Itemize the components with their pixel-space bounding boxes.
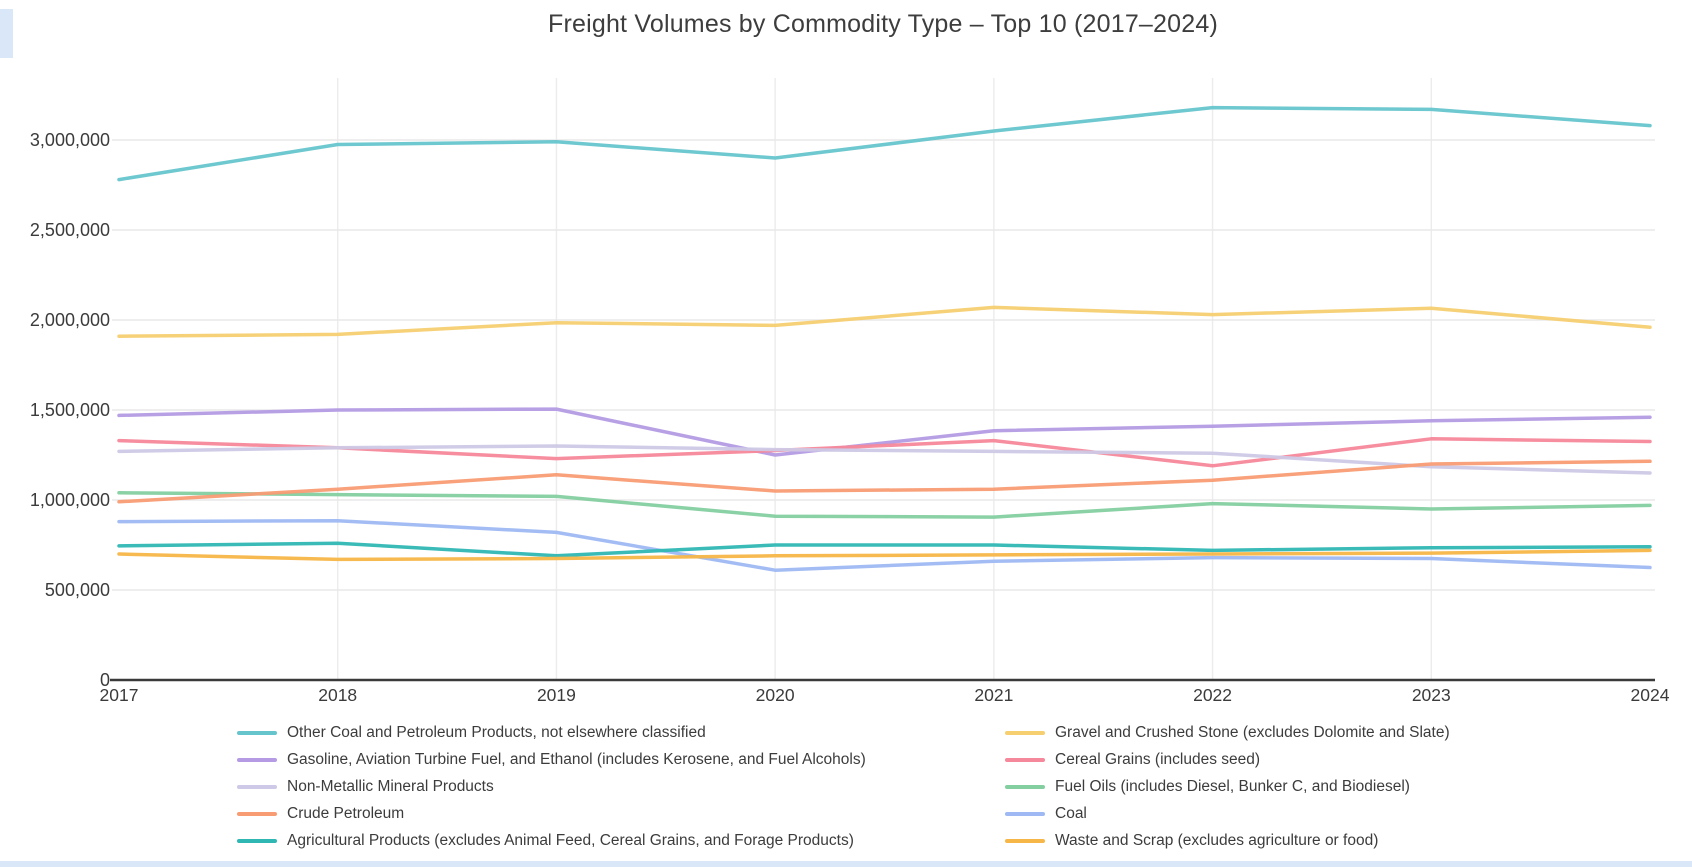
legend-item-other-coal-and-petroleum-products-not-el[interactable]: Other Coal and Petroleum Products, not e… (237, 719, 866, 746)
x-tick-label-2020: 2020 (756, 685, 795, 705)
y-tick-label: 0 (100, 670, 110, 690)
legend-column-left: Other Coal and Petroleum Products, not e… (237, 719, 866, 854)
series-line-10 (117, 548, 1652, 562)
series-line-1 (117, 105, 1652, 182)
x-tick-label-2019: 2019 (537, 685, 576, 705)
legend-label: Gasoline, Aviation Turbine Fuel, and Eth… (287, 750, 866, 768)
scrollbar-fragment-left (0, 9, 13, 58)
legend-item-fuel-oils-includes-diesel-bunker-c-and-b[interactable]: Fuel Oils (includes Diesel, Bunker C, an… (1005, 773, 1450, 800)
x-tick-label-2024: 2024 (1631, 685, 1670, 705)
x-tick-label-2017: 2017 (100, 685, 139, 705)
series-line-4 (117, 437, 1652, 468)
legend-label: Other Coal and Petroleum Products, not e… (287, 723, 706, 741)
legend-label: Gravel and Crushed Stone (excludes Dolom… (1055, 723, 1450, 741)
legend-item-waste-and-scrap-excludes-agriculture-or-[interactable]: Waste and Scrap (excludes agriculture or… (1005, 827, 1450, 854)
legend-swatch (237, 784, 277, 789)
legend-swatch (1005, 730, 1045, 735)
legend-swatch (237, 730, 277, 735)
legend-column-right: Gravel and Crushed Stone (excludes Dolom… (1005, 719, 1450, 854)
legend-label: Waste and Scrap (excludes agriculture or… (1055, 831, 1379, 849)
legend-swatch (1005, 838, 1045, 843)
legend-swatch (237, 757, 277, 762)
chart-title: Freight Volumes by Commodity Type – Top … (548, 10, 1218, 38)
legend-item-crude-petroleum[interactable]: Crude Petroleum (237, 800, 866, 827)
series-line-9 (117, 541, 1652, 558)
series-line-2 (117, 305, 1652, 338)
legend-swatch (1005, 784, 1045, 789)
y-tick-label: 1,500,000 (30, 400, 110, 420)
legend-label: Coal (1055, 804, 1087, 822)
x-tick-label-2023: 2023 (1412, 685, 1451, 705)
legend-item-gasoline-aviation-turbine-fuel-and-ethan[interactable]: Gasoline, Aviation Turbine Fuel, and Eth… (237, 746, 866, 773)
legend-item-coal[interactable]: Coal (1005, 800, 1450, 827)
scrollbar-fragment-bottom (0, 861, 1692, 867)
legend-item-cereal-grains-includes-seed[interactable]: Cereal Grains (includes seed) (1005, 746, 1450, 773)
legend-swatch (237, 838, 277, 843)
series-line-6 (117, 491, 1652, 519)
x-tick-label-2022: 2022 (1193, 685, 1232, 705)
legend-label: Crude Petroleum (287, 804, 405, 822)
y-tick-label: 2,000,000 (30, 310, 110, 330)
legend-item-non-metallic-mineral-products[interactable]: Non-Metallic Mineral Products (237, 773, 866, 800)
series-line-3 (117, 407, 1652, 457)
legend-swatch (1005, 811, 1045, 816)
legend-label: Cereal Grains (includes seed) (1055, 750, 1261, 768)
x-tick-label-2018: 2018 (318, 685, 357, 705)
y-tick-label: 2,500,000 (30, 220, 110, 240)
series-line-8 (117, 518, 1652, 572)
legend-item-gravel-and-crushed-stone-excludes-dolomi[interactable]: Gravel and Crushed Stone (excludes Dolom… (1005, 719, 1450, 746)
series-line-7 (117, 459, 1652, 504)
y-tick-label: 1,000,000 (30, 490, 110, 510)
y-tick-label: 3,000,000 (30, 130, 110, 150)
series-line-5 (117, 444, 1652, 475)
legend-item-agricultural-products-excludes-animal-fe[interactable]: Agricultural Products (excludes Animal F… (237, 827, 866, 854)
legend-label: Fuel Oils (includes Diesel, Bunker C, an… (1055, 777, 1410, 795)
legend-label: Agricultural Products (excludes Animal F… (287, 831, 854, 849)
legend-swatch (237, 811, 277, 816)
legend-swatch (1005, 757, 1045, 762)
y-tick-label: 500,000 (45, 580, 110, 600)
legend-label: Non-Metallic Mineral Products (287, 777, 494, 795)
x-tick-label-2021: 2021 (974, 685, 1013, 705)
